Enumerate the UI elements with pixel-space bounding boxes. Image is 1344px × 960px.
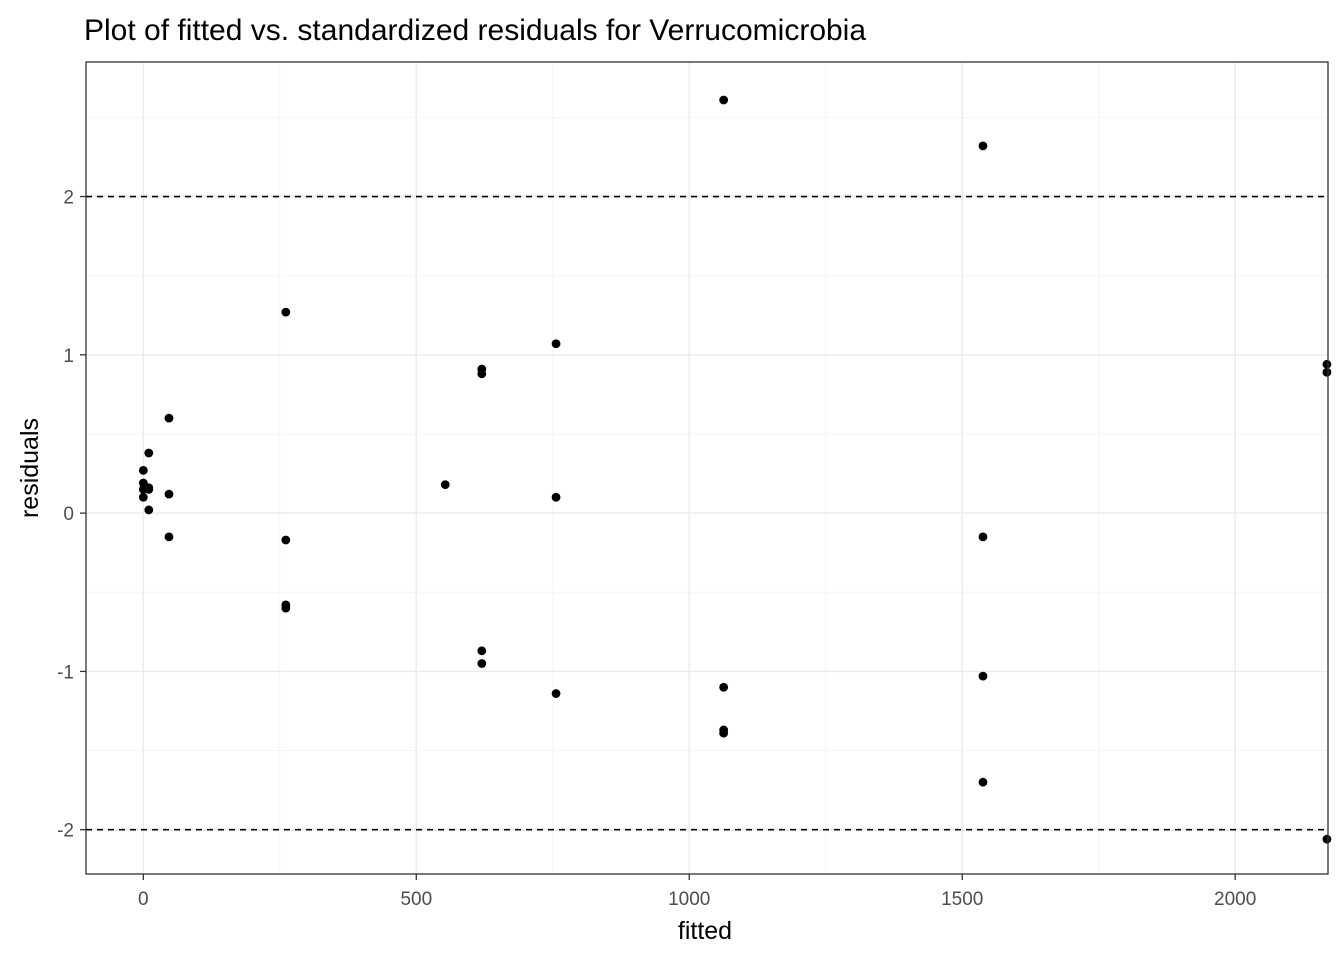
- y-tick-label: -1: [57, 662, 74, 683]
- x-tick-label: 2000: [1214, 889, 1256, 910]
- x-axis-title: fitted: [678, 917, 732, 945]
- panel-border: [85, 61, 1329, 875]
- y-tick-label: 2: [63, 188, 74, 209]
- x-tick-label: 1500: [941, 889, 983, 910]
- data-point: [1322, 359, 1332, 369]
- data-point: [144, 484, 154, 494]
- data-point: [551, 339, 561, 349]
- data-point: [719, 95, 729, 105]
- data-point: [551, 492, 561, 502]
- x-tick-label: 1000: [668, 889, 710, 910]
- y-tick-label: 0: [63, 504, 74, 525]
- y-axis: -2 -1 0 1 2: [57, 188, 86, 842]
- data-point: [144, 505, 154, 515]
- x-tick-label: 0: [138, 889, 149, 910]
- data-point: [281, 603, 291, 613]
- data-point: [719, 682, 729, 692]
- data-point: [1322, 834, 1332, 844]
- data-point: [978, 671, 988, 681]
- data-point: [719, 728, 729, 738]
- y-tick-label: 1: [63, 346, 74, 367]
- data-point: [138, 465, 148, 475]
- reference-lines: [86, 195, 1328, 831]
- plot-panel: [85, 61, 1332, 875]
- data-point: [978, 141, 988, 151]
- data-points: [138, 95, 1332, 844]
- data-point: [281, 307, 291, 317]
- y-axis-title: residuals: [16, 418, 44, 518]
- data-point: [978, 532, 988, 542]
- data-point: [477, 369, 487, 379]
- data-point: [1322, 367, 1332, 377]
- data-point: [164, 489, 174, 499]
- data-point: [144, 448, 154, 458]
- data-point: [164, 532, 174, 542]
- data-point: [477, 646, 487, 656]
- data-point: [138, 492, 148, 502]
- x-tick-label: 500: [400, 889, 432, 910]
- y-tick-label: -2: [57, 821, 74, 842]
- data-point: [551, 689, 561, 698]
- data-point: [477, 659, 487, 668]
- data-point: [164, 413, 174, 423]
- chart-title: Plot of fitted vs. standardized residual…: [84, 14, 866, 47]
- data-point: [440, 480, 450, 490]
- data-point: [978, 777, 988, 787]
- data-point: [281, 535, 291, 545]
- x-axis: 0 500 1000 1500 2000: [138, 874, 1256, 910]
